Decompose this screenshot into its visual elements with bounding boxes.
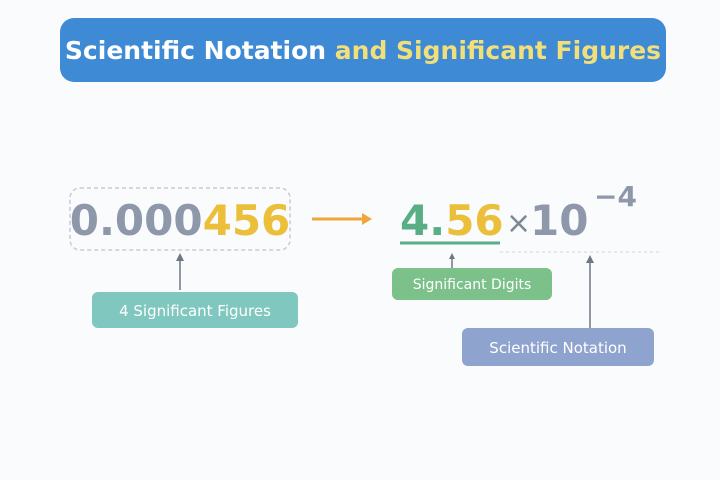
pointer-head bbox=[449, 253, 455, 259]
title-bar bbox=[60, 18, 666, 82]
base: 10 bbox=[530, 196, 588, 245]
label-text: Scientific Notation bbox=[489, 339, 626, 357]
leading-zeros: 0.000 bbox=[70, 196, 203, 245]
label-text: 4 Significant Figures bbox=[119, 302, 271, 320]
coefficient-rest: 56 bbox=[445, 196, 503, 245]
arrow-head bbox=[362, 213, 372, 225]
number-frame bbox=[69, 187, 291, 251]
label-box bbox=[392, 268, 552, 300]
standard-number: 0.000456 bbox=[70, 196, 291, 245]
title: Scientific Notation and Significant Figu… bbox=[65, 36, 661, 65]
exponent: −4 bbox=[594, 180, 637, 213]
pointer-head bbox=[586, 255, 594, 263]
label-text: Significant Digits bbox=[413, 277, 532, 293]
label-box bbox=[462, 328, 654, 366]
label-box bbox=[92, 292, 298, 328]
title-main: Scientific Notation bbox=[65, 36, 326, 65]
coefficient-lead: 4. bbox=[400, 196, 445, 245]
times-sign: × bbox=[506, 206, 531, 241]
pointer-head bbox=[176, 253, 184, 261]
coefficient: 4.56 bbox=[400, 196, 504, 245]
significant-part: 456 bbox=[203, 196, 291, 245]
title-accent: and Significant Figures bbox=[335, 36, 661, 65]
